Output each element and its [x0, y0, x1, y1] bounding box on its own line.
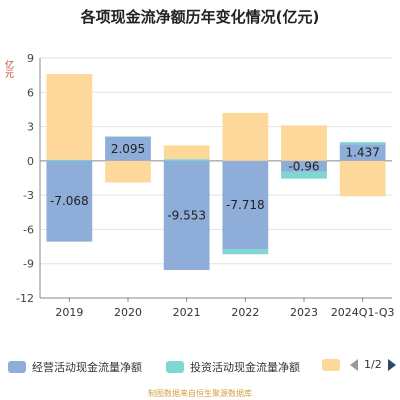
- bar-0-2019: [46, 160, 93, 242]
- bar-2-2022: [222, 112, 269, 161]
- legend-swatch-investing: [166, 361, 184, 373]
- y-tick-label: 0: [27, 155, 34, 168]
- bar-group: [46, 74, 386, 271]
- bar-2-2019: [46, 74, 93, 160]
- legend-label-investing: 投资活动现金流量净额: [190, 361, 300, 374]
- bar-2-2021: [163, 145, 210, 160]
- y-tick-label: -9: [23, 258, 34, 271]
- x-tick-label: 2024Q1-Q3: [331, 306, 395, 319]
- legend: 经营活动现金流量净额 投资活动现金流量净额 1/2: [0, 357, 400, 377]
- axes: 9 6 3 0 -3 -6 -9 -12 2019 2020 2021 2022 2023 2024Q1-…: [16, 52, 394, 319]
- legend-item-operating[interactable]: 经营活动现金流量净额: [8, 359, 142, 375]
- x-tick-label: 2021: [173, 306, 201, 319]
- legend-swatch-operating: [8, 361, 26, 373]
- y-tick-label: 9: [27, 52, 34, 65]
- y-tick-label: 6: [27, 86, 34, 99]
- data-label: -7.718: [226, 198, 265, 212]
- grid-lines: [40, 57, 392, 299]
- y-tick-label: -6: [23, 223, 34, 236]
- x-tick-label: 2022: [231, 306, 259, 319]
- bar-1-2020: [105, 136, 151, 137]
- legend-item-investing[interactable]: 投资活动现金流量净额: [166, 359, 300, 375]
- bar-1-2022: [222, 249, 269, 255]
- chart-title: 各项现金流净额历年变化情况(亿元): [80, 8, 320, 26]
- bar-1-2021: [163, 159, 210, 161]
- data-label: -0.96: [288, 159, 319, 173]
- y-axis-unit-label: 亿元: [3, 60, 13, 78]
- y-tick-label: -12: [16, 292, 34, 305]
- bar-2-2020: [105, 160, 151, 183]
- y-tick-label: 3: [27, 121, 34, 134]
- x-tick-label: 2023: [290, 306, 318, 319]
- source-note: 制图数据来自恒生聚源数据库: [148, 389, 252, 398]
- legend-item-third[interactable]: [322, 359, 346, 371]
- bar-1-2019: [46, 159, 93, 161]
- bar-0-2022: [222, 160, 269, 250]
- bar-1-2024Q1-Q3: [339, 142, 386, 145]
- bar-2-2024Q1-Q3: [339, 160, 386, 197]
- y-tick-label: -3: [23, 189, 34, 202]
- data-labels: -7.068 2.095 -9.553 -7.718 -0.96 1.437: [50, 142, 380, 223]
- data-label: 1.437: [345, 146, 379, 160]
- x-tick-label: 2019: [55, 306, 83, 319]
- bar-0-2023: [281, 160, 327, 172]
- prev-page-arrow-icon[interactable]: [350, 358, 358, 371]
- bar-0-2024Q1-Q3: [339, 144, 386, 161]
- legend-pager: 1/2: [350, 358, 396, 371]
- x-tick-label: 2020: [114, 306, 142, 319]
- legend-swatch-third: [322, 359, 340, 371]
- bar-0-2021: [163, 160, 210, 271]
- next-page-arrow-icon[interactable]: [387, 358, 396, 371]
- data-label: 2.095: [111, 142, 145, 156]
- data-label: -9.553: [167, 208, 206, 222]
- bar-0-2020: [105, 136, 151, 161]
- data-label: -7.068: [50, 194, 89, 208]
- legend-label-operating: 经营活动现金流量净额: [32, 361, 142, 374]
- bar-1-2023: [281, 171, 327, 179]
- legend-page-indicator: 1/2: [364, 358, 382, 371]
- bar-2-2023: [281, 125, 327, 161]
